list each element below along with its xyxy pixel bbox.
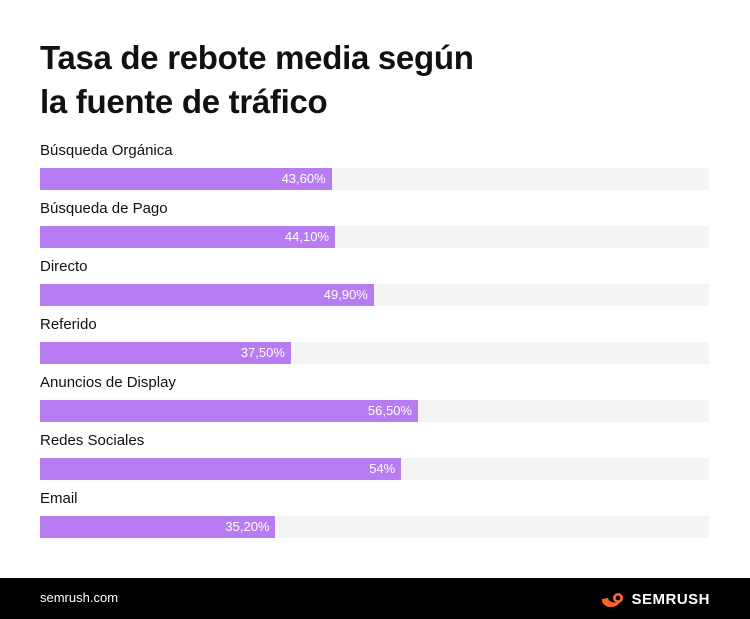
category-label: Anuncios de Display [40, 374, 176, 391]
bar-value-label: 37,50% [240, 345, 285, 360]
category-label: Redes Sociales [40, 432, 145, 449]
footer: semrush.com SEMRUSH [0, 578, 750, 619]
bar-value-label: 49,90% [323, 287, 368, 302]
category-label: Email [40, 490, 78, 507]
category-label: Búsqueda Orgánica [40, 142, 173, 159]
bar-value-label: 35,20% [225, 519, 270, 534]
bar-value-label: 44,10% [284, 229, 330, 244]
bar-chart: Búsqueda Orgánica 43,60% Búsqueda de Pago 4… [40, 142, 709, 538]
chart-title-line-1: Tasa de rebote media según [40, 39, 474, 76]
category-label: Referido [40, 316, 97, 333]
bar [40, 284, 374, 306]
bar-value-label: 54% [369, 461, 396, 476]
chart-title: Tasa de rebote media según la fuente de … [40, 36, 600, 124]
bar [40, 516, 276, 538]
semrush-fire-icon [602, 593, 624, 608]
category-label: Directo [40, 258, 88, 275]
chart-title-line-2: la fuente de tráfico [40, 83, 328, 120]
category-label: Búsqueda de Pago [40, 200, 168, 217]
logo-text: SEMRUSH [631, 590, 710, 608]
bar [40, 168, 332, 190]
footer-url[interactable]: semrush.com [40, 590, 119, 605]
bar [40, 342, 291, 364]
bar [40, 226, 336, 248]
bar [40, 458, 402, 480]
bar [40, 400, 418, 422]
semrush-logo[interactable]: SEMRUSH [600, 589, 710, 609]
bar-value-label: 43,60% [281, 171, 326, 186]
bar-value-label: 56,50% [367, 403, 412, 418]
